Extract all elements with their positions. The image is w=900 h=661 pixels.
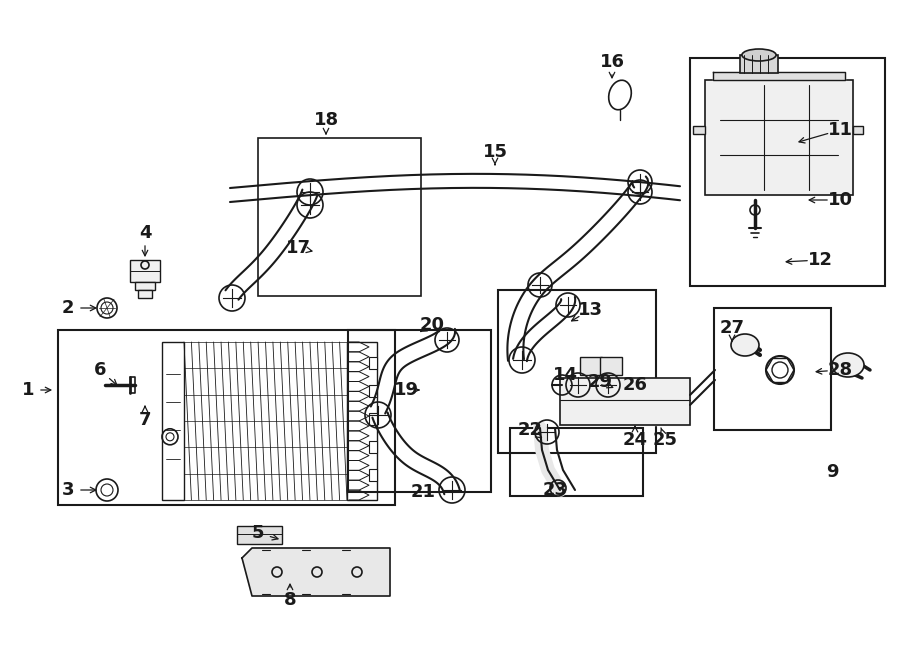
Bar [348, 330, 491, 492]
Bar [853, 126, 863, 134]
Text: 16: 16 [599, 53, 625, 71]
Text: 25: 25 [652, 431, 678, 449]
Bar [58, 330, 395, 505]
Text: 5: 5 [252, 524, 265, 542]
Bar [600, 357, 622, 375]
Text: 24: 24 [623, 431, 647, 449]
Bar [740, 55, 778, 73]
Bar [580, 357, 602, 375]
Bar [347, 342, 377, 500]
Text: 10: 10 [827, 191, 852, 209]
Bar [162, 342, 184, 500]
Ellipse shape [608, 80, 631, 110]
Bar [369, 441, 377, 453]
Text: 4: 4 [139, 224, 151, 242]
Ellipse shape [742, 49, 776, 61]
Text: 11: 11 [827, 121, 852, 139]
Text: 22: 22 [518, 421, 543, 439]
Bar [369, 357, 377, 369]
Bar [237, 526, 282, 544]
Text: 8: 8 [284, 591, 296, 609]
Bar [510, 428, 643, 496]
Bar [130, 260, 160, 282]
Bar [690, 58, 885, 286]
Text: 2: 2 [62, 299, 74, 317]
Polygon shape [713, 72, 845, 80]
Bar [498, 290, 656, 453]
Text: 23: 23 [543, 481, 568, 499]
Text: 29: 29 [588, 373, 613, 391]
Bar [369, 385, 377, 397]
Text: 9: 9 [826, 463, 838, 481]
Bar [369, 413, 377, 425]
Ellipse shape [731, 334, 759, 356]
Polygon shape [560, 378, 690, 425]
Text: 13: 13 [578, 301, 602, 319]
Ellipse shape [832, 353, 864, 377]
Text: 14: 14 [553, 366, 578, 384]
Text: 15: 15 [482, 143, 508, 161]
Text: 3: 3 [62, 481, 74, 499]
Bar [714, 308, 831, 430]
Text: 28: 28 [827, 361, 852, 379]
Polygon shape [242, 548, 390, 596]
Text: 26: 26 [623, 376, 647, 394]
Bar [135, 282, 155, 290]
Bar [369, 469, 377, 481]
Text: 21: 21 [410, 483, 436, 501]
Bar [705, 80, 853, 195]
Bar [560, 378, 690, 425]
Bar [693, 126, 705, 134]
Polygon shape [705, 80, 853, 195]
Text: 20: 20 [419, 316, 445, 334]
Text: 27: 27 [719, 319, 744, 337]
Bar [138, 290, 152, 298]
Text: 1: 1 [22, 381, 34, 399]
Text: 12: 12 [807, 251, 833, 269]
Text: 18: 18 [313, 111, 338, 129]
Text: 17: 17 [285, 239, 310, 257]
Text: 6: 6 [94, 361, 106, 379]
Bar [258, 138, 421, 296]
Text: 7: 7 [139, 411, 151, 429]
Text: 19: 19 [393, 381, 419, 399]
